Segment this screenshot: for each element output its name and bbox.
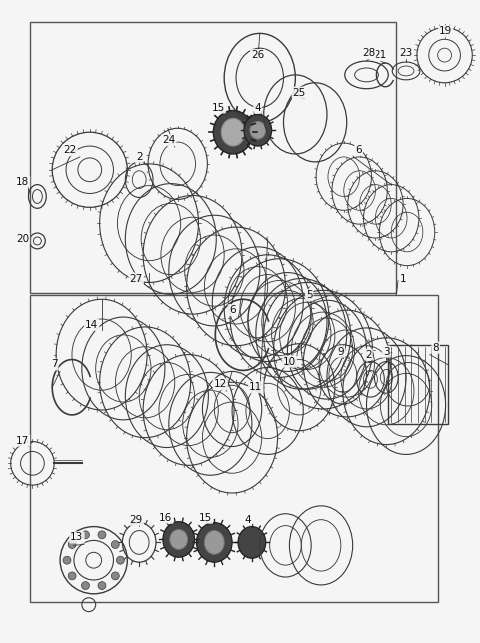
Text: 15: 15 (199, 512, 212, 523)
Text: 26: 26 (251, 50, 264, 60)
Text: 6: 6 (355, 145, 362, 155)
Text: 24: 24 (162, 135, 176, 145)
Bar (388, 345, 447, 424)
Circle shape (111, 541, 119, 548)
Text: 2: 2 (365, 350, 372, 359)
Ellipse shape (244, 114, 272, 146)
Text: 21: 21 (374, 50, 387, 60)
Circle shape (68, 572, 76, 580)
Text: 7: 7 (51, 359, 58, 370)
Ellipse shape (163, 521, 194, 557)
Text: 13: 13 (70, 532, 84, 543)
Text: 12: 12 (214, 379, 227, 389)
Text: 22: 22 (63, 145, 77, 155)
Text: 20: 20 (16, 234, 29, 244)
Circle shape (111, 572, 119, 580)
Ellipse shape (238, 527, 266, 558)
Text: 9: 9 (337, 347, 344, 357)
Text: 14: 14 (85, 320, 98, 330)
Circle shape (82, 531, 89, 539)
Text: 19: 19 (439, 26, 452, 37)
Text: 11: 11 (249, 382, 263, 392)
Text: 4: 4 (245, 514, 251, 525)
Text: 27: 27 (130, 273, 143, 284)
Text: 8: 8 (432, 343, 439, 353)
Circle shape (98, 582, 106, 590)
Text: 25: 25 (293, 87, 306, 98)
Ellipse shape (170, 530, 188, 549)
Text: 16: 16 (159, 512, 172, 523)
Text: 10: 10 (283, 356, 296, 367)
Text: 17: 17 (16, 435, 29, 446)
Text: 29: 29 (130, 514, 143, 525)
Ellipse shape (221, 118, 245, 146)
Text: 5: 5 (306, 290, 312, 300)
Text: 15: 15 (212, 102, 225, 113)
Circle shape (68, 541, 76, 548)
Circle shape (63, 556, 71, 564)
Ellipse shape (196, 523, 232, 562)
Text: 28: 28 (362, 48, 375, 58)
Ellipse shape (204, 530, 224, 554)
Circle shape (117, 556, 124, 564)
Ellipse shape (250, 122, 266, 139)
Text: 18: 18 (16, 177, 29, 186)
Text: 6: 6 (229, 305, 235, 315)
Text: 1: 1 (400, 273, 407, 284)
Text: 23: 23 (399, 48, 413, 58)
Circle shape (98, 531, 106, 539)
Text: 4: 4 (254, 102, 261, 113)
Ellipse shape (213, 111, 253, 154)
Text: 2: 2 (136, 152, 143, 162)
Circle shape (82, 582, 89, 590)
Bar (30, 21, 396, 293)
Bar (30, 295, 438, 602)
Text: 3: 3 (383, 347, 390, 357)
